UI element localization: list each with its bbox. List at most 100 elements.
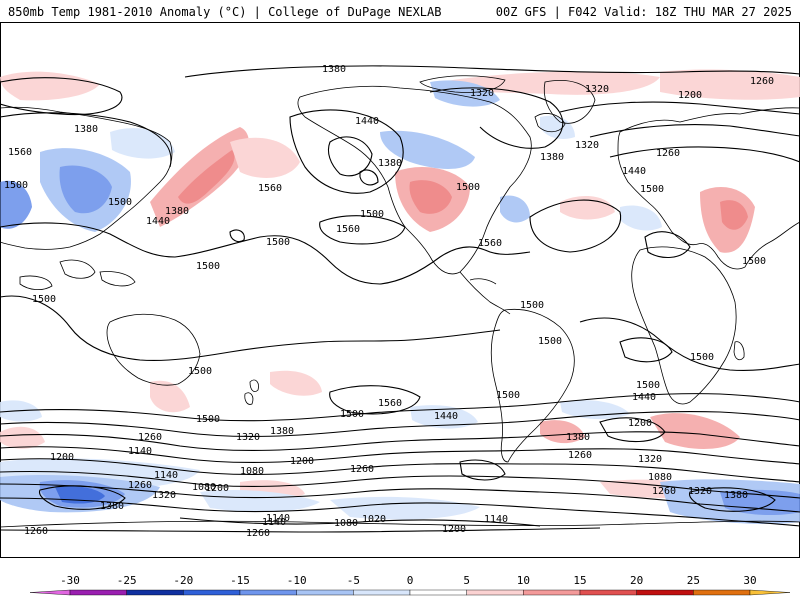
contour-label-group: 1380 1320 1260 1200 1320 1380 1560 1500 …: [4, 64, 774, 539]
contour-label: 1500: [496, 390, 520, 401]
contour-label: 1380: [724, 490, 748, 501]
contour-label: 1500: [538, 336, 562, 347]
colorbar-tick-label: -15: [230, 574, 250, 587]
contour-label: 1080: [240, 466, 264, 477]
contour-label: 1440: [355, 116, 379, 127]
color-scale-legend: -30 -25 -20 -15 -10 -5 0 5 10 15 20 25 30: [0, 562, 800, 600]
colorbar-tick-label: 30: [743, 574, 756, 587]
contour-label: 1200: [628, 418, 652, 429]
contour-label: 1140: [484, 514, 508, 525]
colorbar-tick-label: 0: [407, 574, 414, 587]
colorbar-swatch: [353, 589, 411, 596]
contour-label: 1500: [690, 352, 714, 363]
contour-label: 1440: [622, 166, 646, 177]
contour-label: 1560: [258, 183, 282, 194]
contour-label: 1500: [196, 261, 220, 272]
contour-label: 1560: [336, 224, 360, 235]
contour-label: 1380: [540, 152, 564, 163]
contour-label: 1500: [636, 380, 660, 391]
contour-label: 1560: [378, 398, 402, 409]
coastlines: [0, 75, 800, 528]
colorbar-swatch: [409, 589, 467, 596]
colorbar-tick-label: -30: [60, 574, 80, 587]
contour-label: 1260: [24, 526, 48, 537]
contour-label: 1560: [8, 147, 32, 158]
contour-label: 1500: [742, 256, 766, 267]
map-panel: 1380 1320 1260 1200 1320 1380 1560 1500 …: [0, 22, 800, 558]
contour-label: 1380: [100, 501, 124, 512]
colorbar-swatch: [69, 589, 127, 596]
colorbar-tick-label: 5: [463, 574, 470, 587]
colorbar-swatch: [296, 589, 354, 596]
contour-label: 1200: [290, 456, 314, 467]
height-contours: [0, 65, 800, 533]
colorbar-swatch: [29, 589, 71, 596]
contour-label: 1140: [154, 470, 178, 481]
contour-label: 1320: [638, 454, 662, 465]
contour-label: 1320: [688, 486, 712, 497]
colorbar-tick-label: 20: [630, 574, 643, 587]
colorbar-ticks: -30 -25 -20 -15 -10 -5 0 5 10 15 20 25 30: [60, 574, 757, 587]
contour-label: 1140: [266, 513, 290, 524]
contour-label: 1260: [246, 528, 270, 539]
contour-label: 1440: [632, 392, 656, 403]
contour-label: 1260: [568, 450, 592, 461]
colorbar-tick-label: 15: [573, 574, 586, 587]
contour-label: 1500: [340, 409, 364, 420]
colorbar-tick-label: 10: [517, 574, 530, 587]
contour-label: 1200: [442, 524, 466, 535]
colorbar-swatch: [693, 589, 751, 596]
contour-label: 1380: [378, 158, 402, 169]
colorbar-swatch: [636, 589, 694, 596]
contour-label: 1140: [262, 517, 286, 528]
colorbar-swatch: [466, 589, 524, 596]
contour-label: 1380: [165, 206, 189, 217]
colorbar-swatch: [183, 589, 241, 596]
contour-label: 1500: [640, 184, 664, 195]
colorbar-swatch: [523, 589, 581, 596]
contour-label: 1380: [270, 426, 294, 437]
contour-label: 1080: [334, 518, 358, 529]
contour-label: 1320: [470, 88, 494, 99]
contour-label: 1200: [50, 452, 74, 463]
colorbar-tick-label: -25: [117, 574, 137, 587]
contour-label: 1080: [192, 482, 216, 493]
contour-label: 1500: [360, 209, 384, 220]
contour-label: 1320: [236, 432, 260, 443]
contour-label: 1020: [362, 514, 386, 525]
contour-label: 1080: [648, 472, 672, 483]
contour-label: 1200: [205, 483, 229, 494]
colorbar-tick-label: -5: [347, 574, 360, 587]
contour-label: 1380: [74, 124, 98, 135]
contour-label: 1500: [196, 414, 220, 425]
contour-label: 1440: [146, 216, 170, 227]
model-run-info: 00Z GFS | F042 Valid: 18Z THU MAR 27 202…: [495, 5, 792, 19]
contour-label: 1200: [678, 90, 702, 101]
contour-label: 1260: [750, 76, 774, 87]
contour-label: 1260: [350, 464, 374, 475]
contour-label: 1440: [434, 411, 458, 422]
contour-label: 1500: [32, 294, 56, 305]
colorbar-swatch: [749, 589, 791, 596]
contour-label: 1320: [152, 490, 176, 501]
contour-label: 1500: [266, 237, 290, 248]
contour-label: 1500: [456, 182, 480, 193]
contour-label: 1500: [520, 300, 544, 311]
map-svg: 1380 1320 1260 1200 1320 1380 1560 1500 …: [0, 22, 800, 558]
colorbar-tick-label: -10: [287, 574, 307, 587]
contour-label: 1260: [656, 148, 680, 159]
contour-label: 1560: [478, 238, 502, 249]
colorbar-swatches: [29, 589, 791, 596]
map-title: 850mb Temp 1981-2010 Anomaly (°C) | Coll…: [8, 5, 442, 19]
contour-label: 1260: [128, 480, 152, 491]
contour-label: 1500: [4, 180, 28, 191]
contour-label: 1260: [138, 432, 162, 443]
colorbar-swatch: [579, 589, 637, 596]
colorbar-svg: -30 -25 -20 -15 -10 -5 0 5 10 15 20 25 30: [29, 574, 791, 596]
colorbar-swatch: [126, 589, 184, 596]
contour-label: 1500: [108, 197, 132, 208]
contour-label: 1380: [322, 64, 346, 75]
colorbar-tick-label: 25: [687, 574, 700, 587]
contour-label: 1380: [566, 432, 590, 443]
contour-label: 1260: [652, 486, 676, 497]
